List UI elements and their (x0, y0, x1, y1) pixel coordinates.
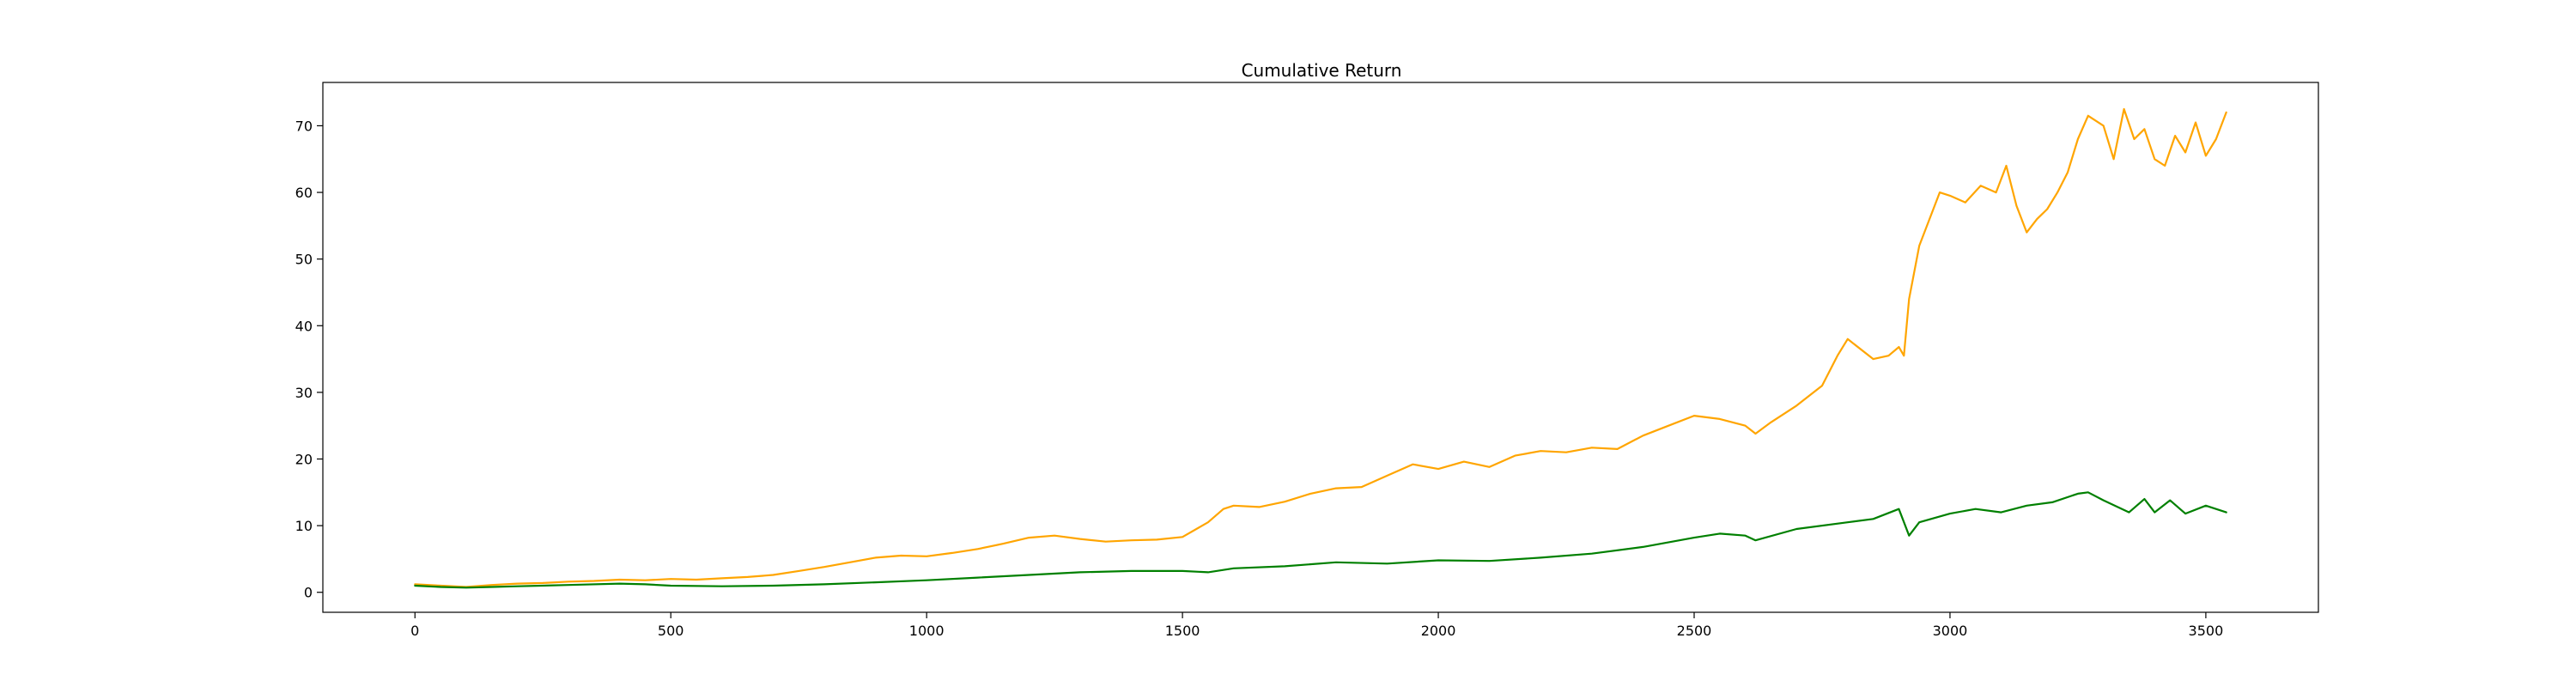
y-tick-label: 30 (295, 385, 313, 401)
y-tick-label: 20 (295, 451, 313, 467)
chart-title: Cumulative Return (1242, 60, 1402, 81)
y-tick-label: 50 (295, 252, 313, 268)
x-tick-label: 2500 (1677, 623, 1712, 639)
x-tick-label: 0 (410, 623, 419, 639)
x-tick-label: 2000 (1421, 623, 1456, 639)
y-tick-label: 40 (295, 318, 313, 334)
y-tick-label: 70 (295, 118, 313, 134)
axes-frame (322, 82, 2319, 613)
x-tick-label: 1000 (909, 623, 945, 639)
series-line-orange (414, 107, 2227, 588)
y-tick-label: 10 (295, 518, 313, 534)
x-axis: 0 500 1000 1500 2000 2500 3000 3500 (410, 612, 2223, 639)
series-line-green (414, 491, 2227, 589)
y-tick-label: 0 (304, 585, 313, 601)
y-tick-label: 60 (295, 185, 313, 201)
x-tick-label: 1500 (1165, 623, 1200, 639)
y-axis: 0 10 20 30 40 50 60 70 (295, 118, 323, 601)
x-tick-label: 500 (658, 623, 684, 639)
x-tick-label: 3500 (2189, 623, 2224, 639)
x-tick-label: 3000 (1933, 623, 1968, 639)
series-lines (414, 107, 2227, 589)
